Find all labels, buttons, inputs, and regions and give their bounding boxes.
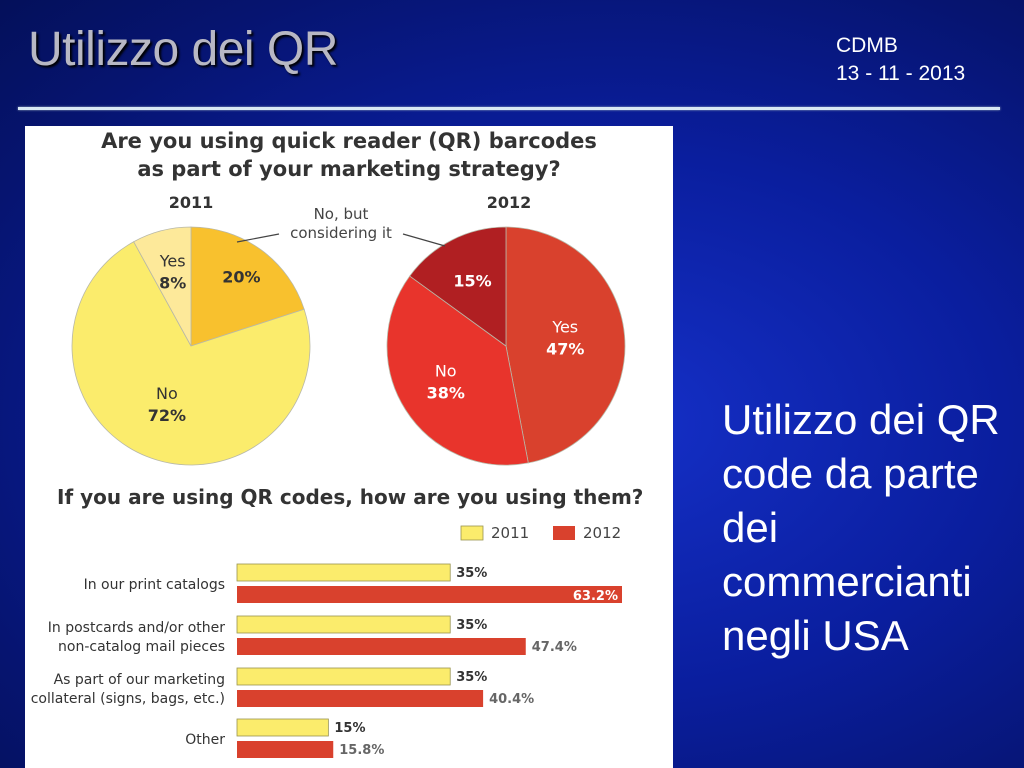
pie-title-line2: as part of your marketing strategy? [137,157,560,181]
bar-category-label: non-catalog mail pieces [58,639,225,655]
pie-slice-yes [505,226,626,464]
pie-slice-no-but-considering-it [409,226,507,347]
legend-label-2011: 2011 [491,524,529,542]
bar-2012-4 [237,741,334,758]
bar-category-label: In postcards and/or other [48,620,225,636]
bar-value-label: 15.8% [339,743,384,758]
pie-slice-no [71,241,311,466]
pie-slice-label: No [435,361,457,380]
legend-label-2012: 2012 [583,524,621,542]
bar-category-label: collateral (signs, bags, etc.) [31,691,225,707]
title-divider [18,107,1000,110]
bar-value-label: 47.4% [532,640,577,655]
pie-slice-value: 15% [453,271,491,290]
callout-leader-2012 [402,233,446,247]
bar-value-label: 35% [456,566,487,581]
bar-legend: 2011 2012 [460,524,621,542]
infographic: Are you using quick reader (QR) barcodes… [25,126,673,768]
pie-slice-no-but-considering-it [190,226,305,347]
bar-title: If you are using QR codes, how are you u… [57,485,643,509]
infographic-svg: Are you using quick reader (QR) barcodes… [31,129,643,758]
pie-slice-no [386,275,529,466]
date-label: 13 - 11 - 2013 [836,62,966,85]
bar-2011-1 [236,563,451,582]
pie-slice-value: 8% [159,274,186,293]
organization-label: CDMB [836,34,898,57]
pie-2012: Yes 47% No 38% 15% [386,226,626,466]
pie-2012-year: 2012 [487,193,532,212]
callout-line2: considering it [290,224,392,242]
slide-caption: Utilizzo dei QR code da parte dei commer… [722,396,1000,659]
bar-category-label: Other [185,732,225,748]
callout-line1: No, but [314,205,369,223]
bar-2011-3 [236,667,451,686]
slide-meta: CDMB 13 - 11 - 2013 [836,32,965,88]
bar-value-label: 40.4% [489,692,534,707]
pie-slice-label: Yes [551,317,578,336]
bar-2011-4 [236,718,329,737]
legend-swatch-2011 [460,525,484,541]
pie-slice-value: 20% [222,268,260,287]
pie-slice-yes [133,226,192,347]
bar-2011-2 [236,615,451,634]
callout-leader-2011 [236,233,280,243]
pie-2011-year: 2011 [169,193,214,212]
pie-2011: 20% No 72% Yes 8% [71,226,311,466]
pie-slice-value: 47% [546,339,584,358]
bar-category-label: As part of our marketing [54,672,225,688]
bar-value-label: 63.2% [573,589,618,604]
pie-title-line1: Are you using quick reader (QR) barcodes [101,129,597,153]
slide-title: Utilizzo dei QR [28,23,338,76]
bar-chart: In our print catalogs 35% 63.2% In postcard… [31,563,622,758]
legend-swatch-2012 [553,526,575,540]
bar-value-label: 35% [456,670,487,685]
pie-slice-value: 72% [148,406,186,425]
pie-slice-value: 38% [427,383,465,402]
bar-value-label: 15% [334,721,365,736]
pie-slice-label: No [156,384,178,403]
pie-slice-label: Yes [159,252,186,271]
bar-category-label: In our print catalogs [84,577,225,593]
bar-value-label: 35% [456,618,487,633]
bar-2012-2 [237,638,526,655]
bar-2012-3 [237,690,484,707]
bar-2012-1 [237,586,622,603]
